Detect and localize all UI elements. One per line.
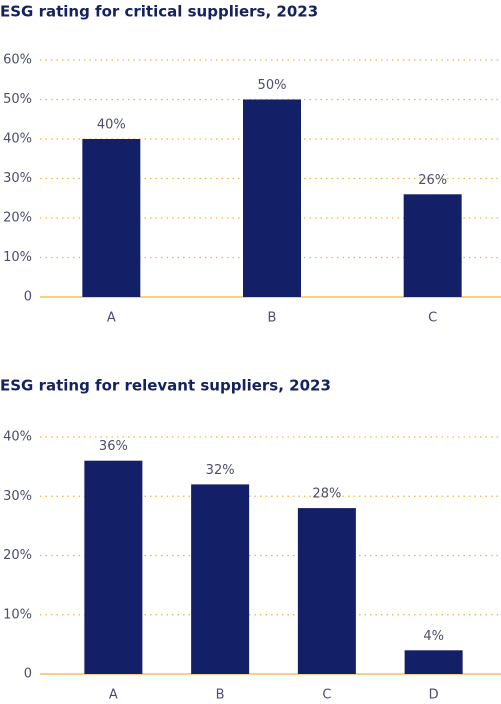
bar: [403, 194, 462, 297]
value-label: 26%: [418, 173, 447, 188]
x-tick-label: A: [107, 311, 116, 326]
bar: [84, 460, 143, 674]
bar: [243, 99, 301, 297]
y-tick-label: 30%: [3, 489, 32, 504]
y-tick-label: 40%: [3, 132, 32, 147]
x-tick-label: B: [268, 311, 277, 326]
value-label: 28%: [312, 487, 341, 502]
y-tick-label: 20%: [3, 548, 32, 563]
x-tick-label: C: [428, 311, 437, 326]
bar: [191, 484, 250, 674]
y-tick-label: 60%: [3, 53, 32, 68]
value-label: 50%: [258, 78, 287, 93]
y-tick-label: 10%: [3, 607, 32, 622]
value-label: 4%: [423, 629, 444, 644]
bar: [297, 508, 356, 674]
y-tick-label: 40%: [3, 430, 32, 445]
bar: [82, 139, 141, 297]
chart-title: ESG rating for critical suppliers, 2023: [0, 3, 318, 21]
y-tick-label: 20%: [3, 211, 32, 226]
y-tick-label: 10%: [3, 250, 32, 265]
y-tick-label: 50%: [3, 92, 32, 107]
chart-title: ESG rating for relevant suppliers, 2023: [0, 377, 331, 395]
y-tick-label: 0: [24, 667, 32, 682]
x-tick-label: A: [109, 688, 118, 703]
value-label: 40%: [97, 118, 126, 133]
value-label: 32%: [206, 463, 235, 478]
x-tick-label: C: [322, 688, 331, 703]
bar: [404, 650, 463, 674]
value-label: 36%: [99, 439, 128, 454]
y-tick-label: 0: [24, 290, 32, 305]
x-tick-label: B: [216, 688, 225, 703]
y-tick-label: 30%: [3, 171, 32, 186]
x-tick-label: D: [429, 688, 439, 703]
